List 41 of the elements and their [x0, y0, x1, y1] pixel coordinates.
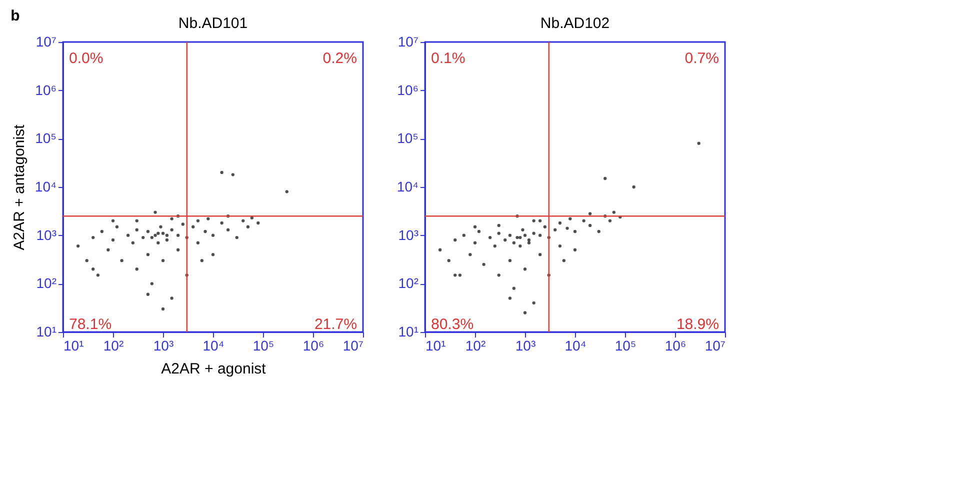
y-tick-label: 10⁶ — [397, 82, 418, 98]
annotation: 80.3% — [431, 316, 474, 333]
x-tick-label: 10⁵ — [614, 338, 636, 354]
x-axis-title: A2AR + agonist — [161, 360, 267, 378]
y-tick-label: 10¹ — [36, 324, 57, 340]
annotation: 18.9% — [676, 316, 719, 333]
x-tick-label: 10³ — [153, 338, 174, 354]
x-tick-label: 10² — [465, 338, 486, 354]
y-tick-label: 10⁵ — [397, 130, 418, 146]
annotation: 0.2% — [322, 50, 357, 67]
x-tick-label: 10⁴ — [202, 338, 224, 354]
text: b — [10, 7, 20, 24]
y-tick-label: 10³ — [36, 226, 57, 243]
x-tick-label: 10³ — [515, 338, 536, 354]
x-tick-label: 10⁷ — [704, 338, 726, 354]
x-tick-label: 10⁷ — [342, 338, 364, 354]
x-tick-label: 10¹ — [426, 338, 446, 354]
annotation: 78.1% — [69, 316, 112, 333]
x-tick-label: 10⁵ — [252, 338, 274, 354]
annotation: 0.0% — [69, 50, 104, 67]
chart-title: Nb.AD101 — [178, 15, 248, 32]
y-tick-label: 10¹ — [398, 324, 419, 340]
y-tick-label: 10⁷ — [398, 34, 418, 50]
annotation: 0.1% — [431, 50, 466, 67]
y-tick-label: 10⁷ — [36, 34, 56, 50]
annotation: 0.7% — [684, 50, 719, 67]
y-tick-label: 10³ — [398, 226, 419, 243]
y-axis-title: A2AR + antagonist — [10, 124, 28, 250]
x-tick-label: 10² — [103, 338, 124, 354]
y-tick-label: 10² — [398, 275, 419, 292]
x-tick-label: 10⁶ — [664, 338, 686, 354]
x-tick-label: 10¹ — [64, 338, 84, 354]
y-tick-label: 10⁶ — [35, 82, 56, 98]
y-tick-label: 10² — [36, 275, 57, 292]
x-tick-label: 10⁶ — [302, 338, 324, 354]
annotation: 21.7% — [314, 316, 357, 333]
y-tick-label: 10⁴ — [34, 178, 56, 194]
x-tick-label: 10⁴ — [564, 338, 586, 354]
chart-title: Nb.AD102 — [540, 15, 610, 32]
y-tick-label: 10⁵ — [35, 130, 56, 146]
y-tick-label: 10⁴ — [396, 178, 418, 194]
